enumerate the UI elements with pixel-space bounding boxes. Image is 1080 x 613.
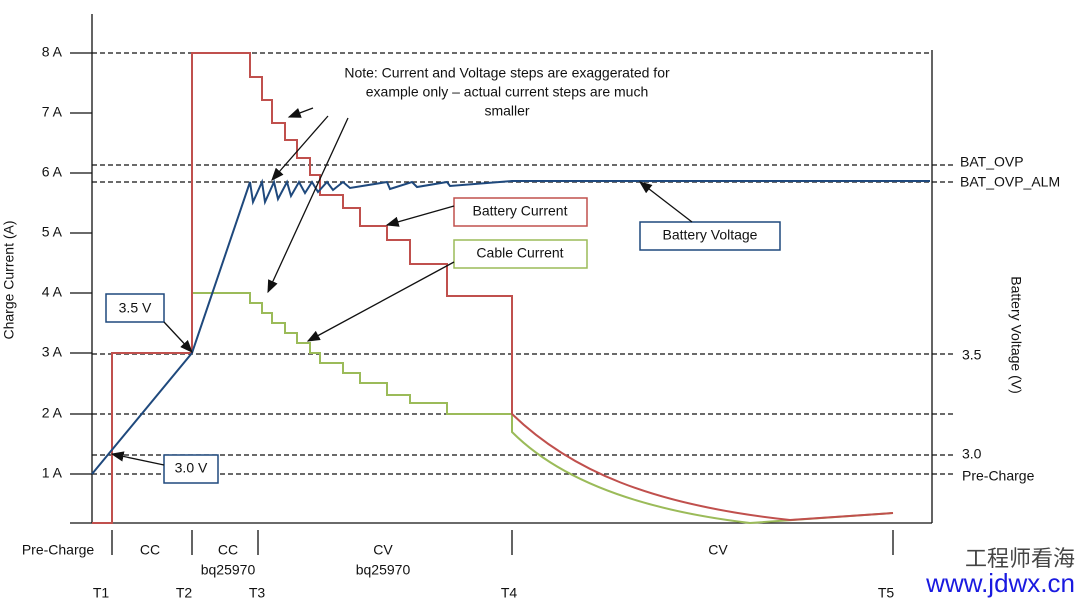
time-label: T2 — [176, 585, 193, 601]
cable-current-curve — [191, 292, 894, 525]
time-label: T1 — [93, 585, 110, 601]
time-label: T3 — [249, 585, 266, 601]
right-label: 3.0 — [962, 446, 982, 462]
battery-current-curve — [92, 52, 894, 524]
right-label: Pre-Charge — [962, 468, 1035, 484]
right-label: BAT_OVP_ALM — [960, 174, 1060, 190]
phase-label: Pre-Charge — [22, 542, 95, 558]
tick-label: 8 A — [42, 44, 63, 60]
callout: Cable Current — [476, 245, 563, 261]
callout: Battery Voltage — [663, 227, 758, 243]
tick-label: 6 A — [42, 164, 63, 180]
texts: Charge Current (A) Battery Voltage (V) 8… — [1, 44, 1060, 601]
phase-label: bq25970 — [201, 562, 256, 578]
watermark-text: 工程师看海 — [965, 546, 1075, 571]
watermark-text: www.jdwx.cn — [925, 568, 1075, 598]
callout: Battery Current — [473, 203, 568, 219]
tick-label: 3 A — [42, 344, 63, 360]
arrows — [110, 107, 693, 466]
callouts: 3.5 V 3.0 V Battery Current Cable Curren… — [105, 197, 781, 484]
right-label: 3.5 — [962, 347, 982, 363]
note: smaller — [484, 103, 529, 119]
tick-label: 4 A — [42, 284, 63, 300]
callout: 3.0 V — [175, 460, 208, 476]
axes — [70, 14, 933, 555]
note: example only – actual current steps are … — [366, 84, 648, 100]
callout: 3.5 V — [119, 300, 152, 316]
tick-label: 1 A — [42, 465, 63, 481]
watermark: 工程师看海 www.jdwx.cn — [925, 546, 1075, 598]
time-label: T4 — [501, 585, 518, 601]
phase-label: CC — [140, 542, 160, 558]
phase-label: CV — [373, 542, 393, 558]
note: Note: Current and Voltage steps are exag… — [344, 65, 670, 81]
time-label: T5 — [878, 585, 895, 601]
tick-label: 7 A — [42, 104, 63, 120]
phase-label: CV — [708, 542, 728, 558]
battery-voltage-curve — [91, 178, 930, 475]
right-label: BAT_OVP — [960, 154, 1024, 170]
axis-title: Charge Current (A) — [1, 220, 17, 339]
tick-label: 5 A — [42, 224, 63, 240]
tick-label: 2 A — [42, 405, 63, 421]
axis-title: Battery Voltage (V) — [1008, 276, 1024, 394]
phase-label: bq25970 — [356, 562, 411, 578]
phase-label: CC — [218, 542, 238, 558]
